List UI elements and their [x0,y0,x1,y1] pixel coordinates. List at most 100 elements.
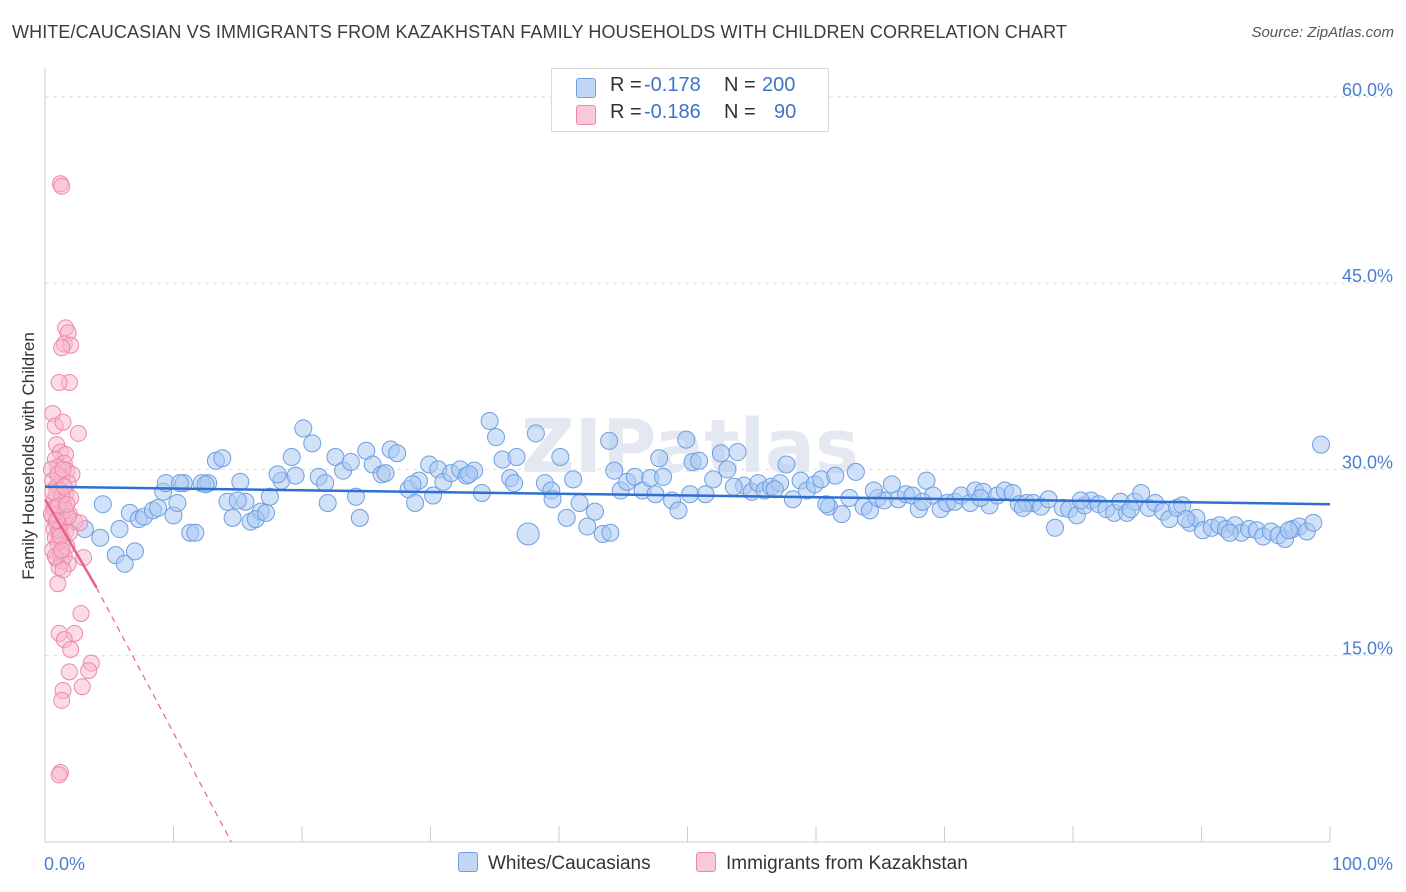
data-point-whites [1279,521,1298,540]
legend-label: Whites/Caucasians [488,853,651,874]
legend-item-whites[interactable]: Whites/Caucasians [458,852,651,876]
stats-legend: R = -0.178 N = 200 R = -0.186 N = 90 [551,68,829,132]
data-point-whites [294,419,313,438]
data-point-whites [1312,435,1331,454]
data-point-whites [424,486,443,505]
data-point-kazakhstan [49,575,67,593]
data-point-whites [487,428,506,447]
data-point-whites [704,470,723,489]
data-point-whites [846,462,865,481]
data-point-whites [93,495,112,514]
data-point-whites [826,466,845,485]
data-point-whites [376,464,395,483]
data-point-whites [971,488,990,507]
r-value: -0.186 [644,101,701,123]
blue-swatch [458,852,478,872]
legend-label: Immigrants from Kazakhstan [726,853,968,874]
data-point-whites [505,474,524,493]
data-point-whites [1220,523,1239,542]
data-point-whites [303,434,322,453]
data-point-kazakhstan [73,678,91,696]
data-point-whites [882,475,901,494]
data-point-kazakhstan [53,339,71,357]
data-point-whites [110,520,129,539]
data-point-whites [1177,510,1196,529]
data-point-whites [460,465,479,484]
y-tick-label: 60.0% [1342,80,1393,100]
data-point-whites [346,487,365,506]
pink-swatch [576,105,596,125]
data-point-whites [316,474,335,493]
data-point-whites [1121,500,1140,519]
data-point-whites [585,502,604,521]
chart-title: WHITE/CAUCASIAN VS IMMIGRANTS FROM KAZAK… [12,22,1067,42]
y-tick-label: 45.0% [1342,266,1393,286]
legend-item-kazakhstan[interactable]: Immigrants from Kazakhstan [696,852,968,876]
y-tick-labels: 15.0% 30.0% 45.0% 60.0% [1342,80,1393,659]
data-point-kazakhstan [60,663,78,681]
data-point-kazakhstan [53,691,71,709]
data-point-whites [388,444,407,463]
stats-row-kazakhstan: R = -0.186 N = 90 [552,101,828,127]
data-point-whites [507,448,526,466]
data-point-kazakhstan [72,604,90,622]
data-point-whites [268,465,287,484]
data-point-whites [650,449,669,468]
y-tick-label: 30.0% [1342,452,1393,472]
r-label: R = [610,74,642,96]
data-point-whites [913,492,932,511]
data-point-whites [728,443,747,462]
data-point-whites [696,485,715,504]
data-point-whites [765,480,784,499]
series-whites-points [75,411,1331,573]
n-value: 90 [774,101,797,123]
data-point-whites [341,452,360,471]
data-point-whites [654,467,673,486]
data-point-whites [578,517,597,536]
data-point-whites [286,466,305,485]
pink-swatch [696,852,716,872]
data-point-whites [186,523,205,542]
data-point-whites [149,498,168,517]
x-tick-label: 0.0% [44,854,85,874]
n-label: N = [724,101,756,123]
data-point-kazakhstan [80,662,98,680]
data-point-kazakhstan [53,177,71,195]
data-point-whites [526,424,545,443]
data-point-kazakhstan [69,424,87,442]
data-point-whites [480,411,499,430]
data-point-whites [600,431,619,450]
r-label: R = [610,101,642,123]
data-point-whites [1046,518,1065,537]
data-point-kazakhstan [50,766,68,784]
blue-swatch [576,78,596,98]
y-axis-title: Family Households with Children [19,332,38,580]
series-kazakhstan-points [42,175,100,784]
data-point-whites [817,495,836,514]
x-tick-labels: 0.0% 100.0% [44,854,1393,874]
axes [44,68,1331,843]
data-point-whites [403,475,422,494]
data-point-whites [557,508,576,527]
y-tick-label: 15.0% [1342,639,1393,659]
data-point-whites [570,493,589,512]
x-tick-label: 100.0% [1332,854,1393,874]
data-point-kazakhstan [58,495,76,513]
data-point-whites [669,501,688,520]
data-point-kazakhstan [62,641,80,658]
data-point-whites [783,490,802,509]
data-point-whites [711,444,730,463]
gridlines [45,96,1392,657]
data-point-whites [605,461,624,480]
data-point-whites [318,493,337,512]
data-point-whites [777,455,796,474]
data-point-whites [350,508,369,527]
data-point-whites [564,470,583,489]
trendline-kazakhstan [43,498,98,589]
n-value: 200 [762,74,796,96]
data-point-whites [864,481,883,500]
data-point-kazakhstan [50,373,68,391]
data-point-whites [718,460,737,479]
data-point-kazakhstan [54,460,72,478]
